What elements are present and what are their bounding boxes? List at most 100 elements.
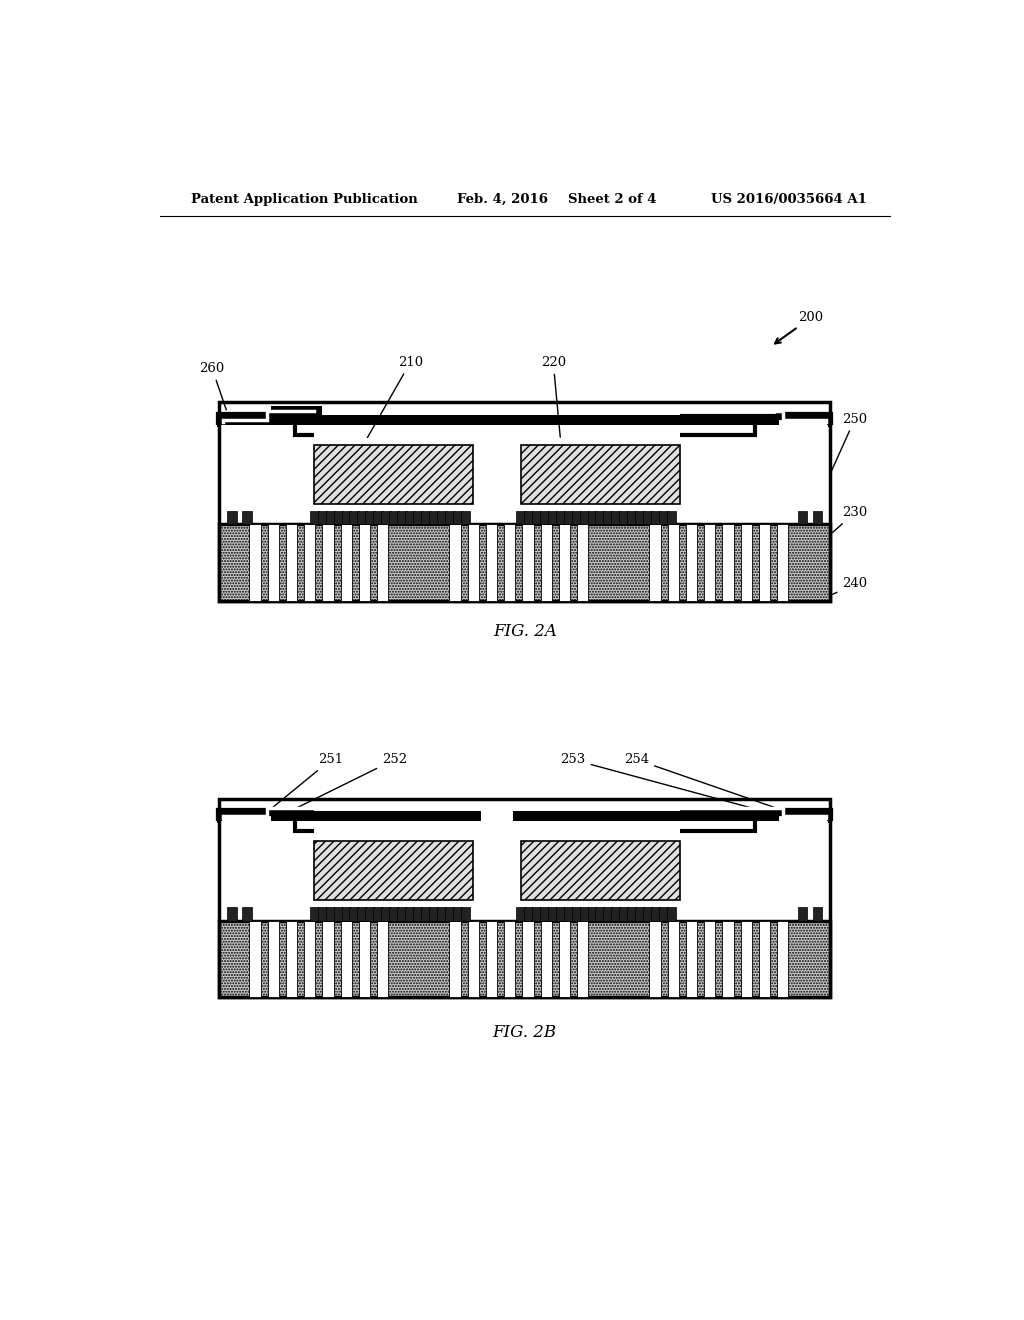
Bar: [286, 524, 297, 601]
Bar: [777, 524, 788, 601]
Bar: [777, 921, 788, 997]
Bar: [270, 414, 779, 425]
Text: 253: 253: [560, 754, 753, 808]
Text: 200: 200: [775, 312, 823, 343]
Bar: [310, 511, 319, 524]
Bar: [342, 907, 351, 921]
Bar: [571, 511, 581, 524]
Bar: [759, 524, 770, 601]
Bar: [381, 511, 390, 524]
Bar: [334, 511, 343, 524]
Bar: [444, 907, 454, 921]
Bar: [377, 524, 388, 601]
Bar: [429, 907, 438, 921]
Bar: [326, 907, 335, 921]
Bar: [524, 907, 534, 921]
Bar: [596, 511, 605, 524]
Bar: [314, 445, 473, 504]
Bar: [603, 907, 612, 921]
Bar: [381, 907, 390, 921]
Bar: [366, 511, 375, 524]
Bar: [521, 841, 680, 900]
Bar: [649, 524, 660, 601]
Bar: [314, 841, 473, 900]
Bar: [668, 921, 679, 997]
Bar: [556, 511, 565, 524]
Text: 250: 250: [831, 413, 867, 471]
Bar: [421, 907, 430, 921]
Bar: [437, 511, 446, 524]
Bar: [486, 921, 497, 997]
Bar: [406, 511, 415, 524]
Bar: [571, 907, 581, 921]
Bar: [504, 921, 515, 997]
Text: Patent Application Publication: Patent Application Publication: [191, 193, 418, 206]
Bar: [341, 921, 352, 997]
Bar: [374, 511, 383, 524]
Bar: [628, 907, 637, 921]
Text: 254: 254: [624, 754, 776, 808]
Bar: [705, 524, 715, 601]
Bar: [453, 511, 462, 524]
Bar: [596, 907, 605, 921]
Bar: [705, 921, 715, 997]
Bar: [450, 921, 461, 997]
Bar: [243, 511, 252, 524]
Bar: [304, 524, 315, 601]
Bar: [461, 511, 470, 524]
Bar: [611, 907, 621, 921]
Polygon shape: [219, 407, 323, 425]
Bar: [564, 511, 573, 524]
Bar: [588, 511, 597, 524]
Bar: [286, 921, 297, 997]
Bar: [686, 524, 697, 601]
Bar: [323, 524, 334, 601]
Bar: [540, 511, 549, 524]
Bar: [798, 511, 807, 524]
Bar: [516, 511, 525, 524]
Bar: [219, 799, 830, 997]
Bar: [317, 907, 327, 921]
Bar: [580, 907, 589, 921]
Bar: [516, 907, 525, 921]
Bar: [620, 511, 629, 524]
Bar: [374, 907, 383, 921]
Text: 240: 240: [833, 577, 867, 594]
Bar: [219, 403, 830, 601]
Bar: [740, 921, 752, 997]
Bar: [667, 511, 676, 524]
Bar: [357, 511, 367, 524]
Bar: [649, 921, 660, 997]
Bar: [389, 907, 398, 921]
Bar: [541, 921, 552, 997]
Bar: [628, 511, 637, 524]
Bar: [532, 511, 542, 524]
Bar: [659, 511, 669, 524]
Text: Sheet 2 of 4: Sheet 2 of 4: [568, 193, 657, 206]
Bar: [359, 921, 370, 997]
Bar: [219, 524, 830, 601]
Bar: [267, 524, 279, 601]
Bar: [541, 524, 552, 601]
Bar: [540, 907, 549, 921]
Bar: [397, 511, 407, 524]
Bar: [486, 524, 497, 601]
Bar: [389, 511, 398, 524]
Bar: [578, 921, 588, 997]
Bar: [341, 524, 352, 601]
Bar: [686, 921, 697, 997]
Bar: [667, 907, 676, 921]
Bar: [740, 524, 752, 601]
Bar: [513, 810, 778, 821]
Bar: [603, 511, 612, 524]
Bar: [668, 524, 679, 601]
Bar: [659, 907, 669, 921]
Text: 220: 220: [541, 356, 566, 437]
Text: FIG. 2B: FIG. 2B: [493, 1024, 557, 1041]
Bar: [524, 511, 534, 524]
Bar: [504, 524, 515, 601]
Bar: [310, 907, 319, 921]
Bar: [450, 524, 461, 601]
Bar: [548, 907, 557, 921]
Bar: [559, 921, 570, 997]
